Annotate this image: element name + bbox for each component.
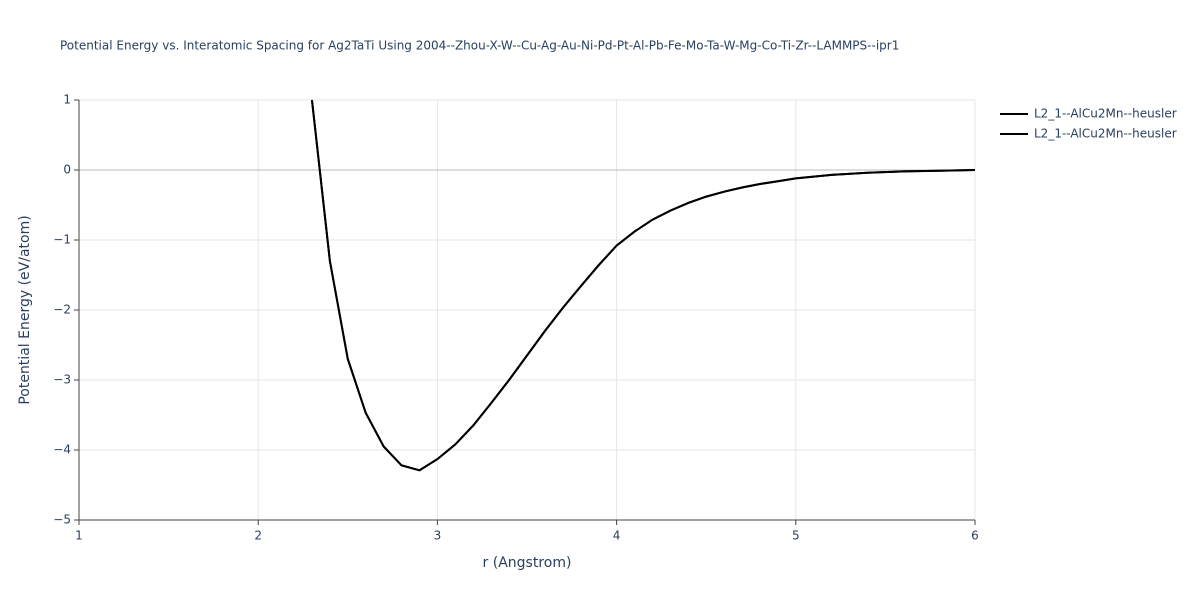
x-tick-label: 6: [971, 529, 979, 543]
x-tick-label: 5: [792, 529, 800, 543]
y-tick-label: 0: [63, 163, 71, 177]
y-tick-label: −1: [53, 233, 71, 247]
y-axis-title: Potential Energy (eV/atom): [17, 215, 33, 404]
y-tick-label: −5: [53, 513, 71, 527]
x-tick-label: 1: [75, 529, 83, 543]
legend-label: L2_1--AlCu2Mn--heusler: [1034, 107, 1177, 121]
line-series: [310, 100, 975, 472]
chart-title: Potential Energy vs. Interatomic Spacing…: [60, 39, 899, 53]
y-tick-label: −2: [53, 303, 71, 317]
line-series: [310, 100, 975, 472]
legend-label: L2_1--AlCu2Mn--heusler: [1034, 127, 1177, 141]
y-tick-label: −4: [53, 443, 71, 457]
x-tick-label: 2: [254, 529, 262, 543]
x-axis-title: r (Angstrom): [483, 555, 572, 571]
x-tick-label: 4: [613, 529, 621, 543]
x-tick-label: 3: [434, 529, 442, 543]
y-tick-label: −3: [53, 373, 71, 387]
y-tick-label: 1: [63, 93, 71, 107]
